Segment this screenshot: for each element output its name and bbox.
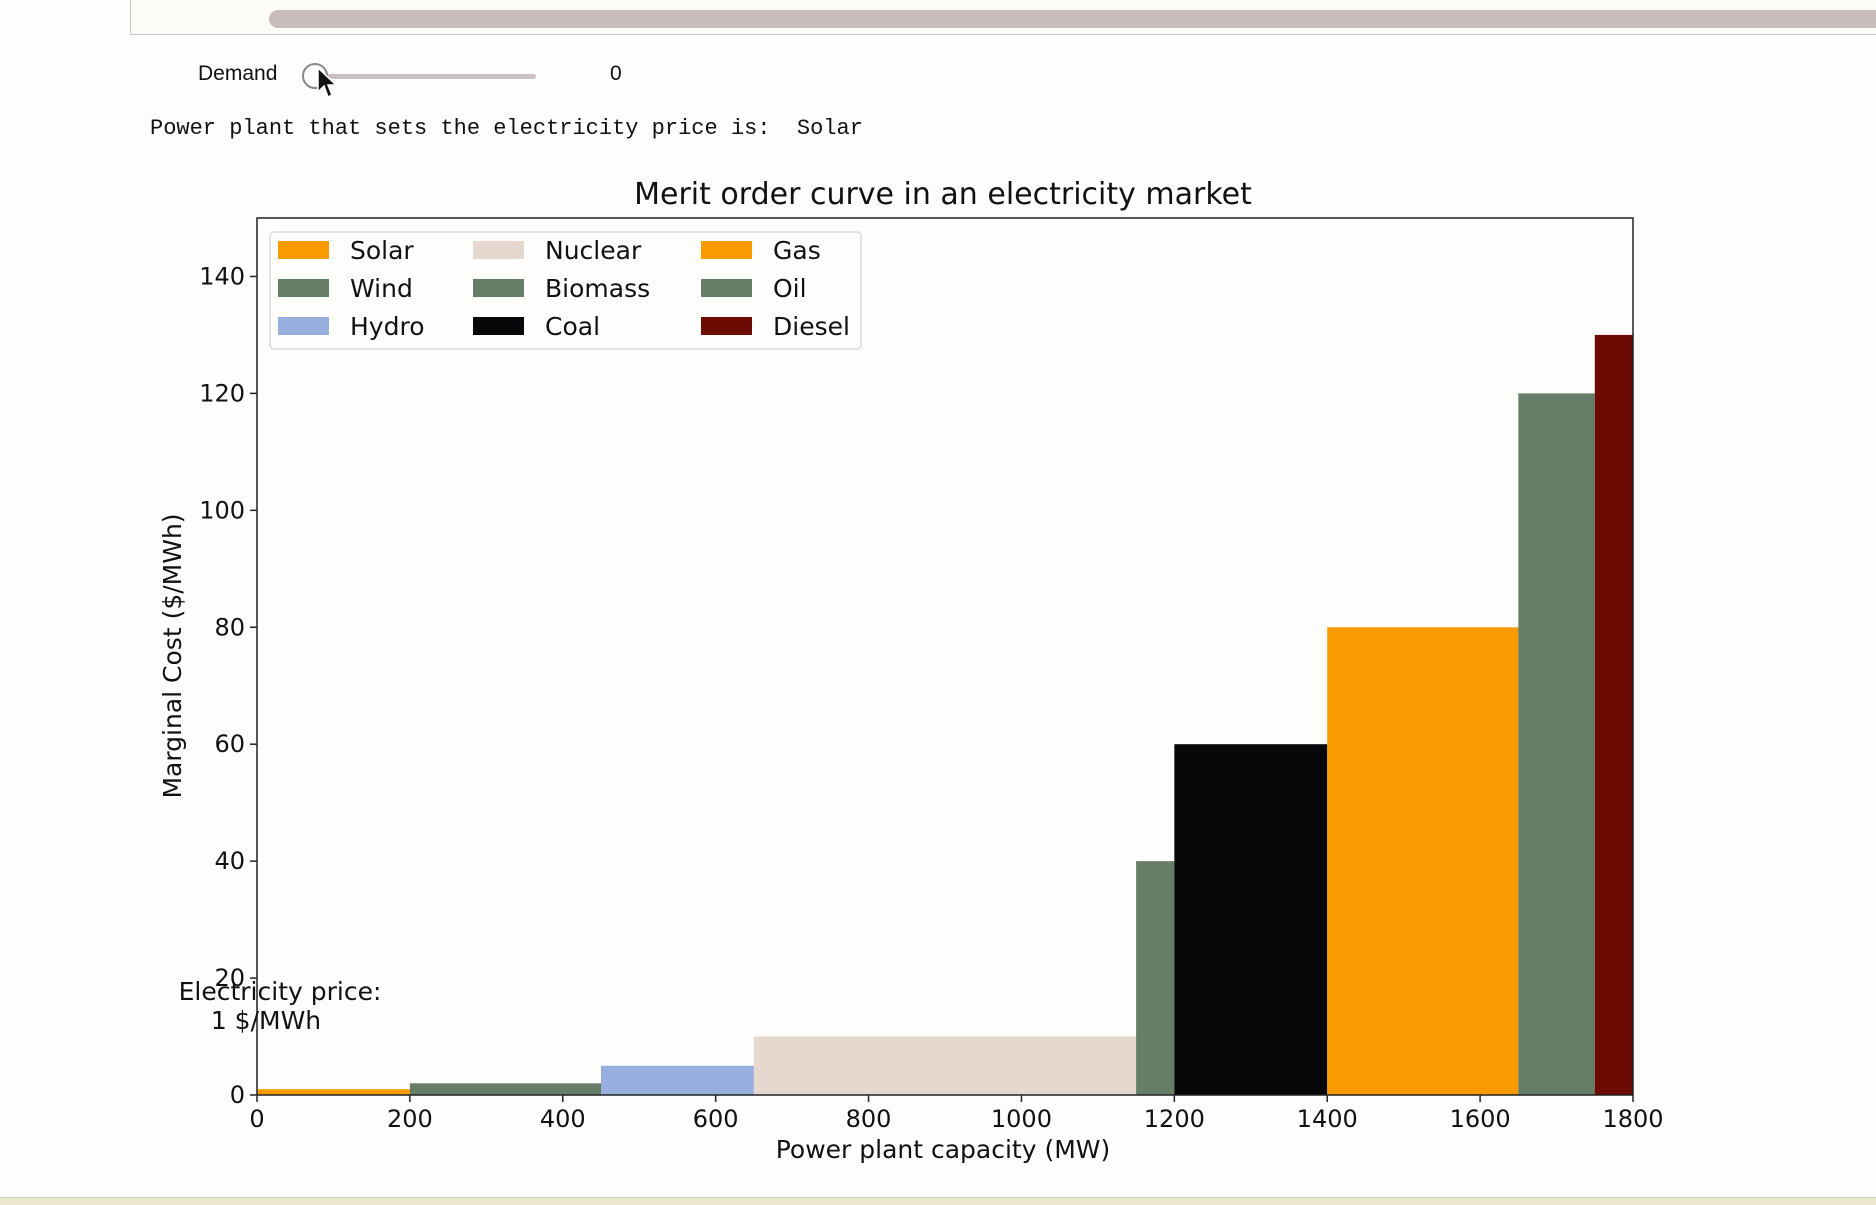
y-tick-label: 60 [214, 730, 245, 758]
x-tick-label: 1200 [1144, 1105, 1205, 1133]
legend-swatch-nuclear [473, 241, 524, 259]
legend-label-gas: Gas [773, 236, 821, 265]
bar-hydro [601, 1065, 754, 1095]
price-annotation-line1: Electricity price: [179, 977, 382, 1006]
price-setter-output: Power plant that sets the electricity pr… [150, 116, 863, 141]
output-frame [130, 0, 1876, 35]
legend-swatch-gas [701, 241, 752, 259]
x-tick-label: 1000 [991, 1105, 1052, 1133]
legend-label-hydro: Hydro [350, 312, 425, 341]
y-tick-label: 100 [199, 496, 245, 524]
legend-swatch-hydro [278, 317, 329, 335]
y-tick-label: 20 [214, 964, 245, 992]
y-tick-label: 120 [199, 379, 245, 407]
bar-gas [1327, 627, 1519, 1095]
demand-value: 0 [610, 62, 622, 85]
price-setter-prefix: Power plant that sets the electricity pr… [150, 116, 771, 141]
plot-area-frame [256, 217, 1634, 1096]
x-tick-label: 1800 [1602, 1105, 1663, 1133]
legend-label-solar: Solar [350, 236, 414, 265]
x-tick-label: 200 [387, 1105, 433, 1133]
legend-label-nuclear: Nuclear [545, 236, 642, 265]
x-tick-label: 800 [846, 1105, 892, 1133]
chart-legend: Solar Wind Hydro Nuclear Biomass Coal Gas Oil Di… [269, 231, 862, 350]
bar-coal [1174, 744, 1328, 1095]
bar-biomass [1136, 861, 1175, 1095]
legend-label-oil: Oil [773, 274, 807, 303]
y-tick-label: 80 [214, 613, 245, 641]
y-tick-label: 0 [230, 1081, 245, 1109]
bar-solar [257, 1089, 410, 1095]
bar-oil [1518, 393, 1595, 1095]
bar-nuclear [753, 1036, 1137, 1095]
legend-label-wind: Wind [350, 274, 413, 303]
demand-label: Demand [198, 62, 278, 85]
mouse-pointer-icon [317, 66, 338, 99]
x-tick-label: 400 [540, 1105, 586, 1133]
legend-swatch-wind [278, 279, 329, 297]
bar-wind [409, 1083, 601, 1095]
horizontal-scrollbar[interactable] [269, 10, 1876, 28]
legend-swatch-diesel [701, 317, 752, 335]
y-tick-label: 40 [214, 847, 245, 875]
x-tick-label: 1400 [1297, 1105, 1358, 1133]
legend-swatch-coal [473, 317, 524, 335]
demand-slider-track[interactable] [317, 74, 536, 79]
legend-swatch-biomass [473, 279, 524, 297]
price-annotation-line2: 1 $/MWh [211, 1006, 321, 1035]
x-tick-label: 600 [693, 1105, 739, 1133]
y-tick-label: 140 [199, 262, 245, 290]
legend-label-coal: Coal [545, 312, 600, 341]
legend-label-diesel: Diesel [773, 312, 850, 341]
x-tick-label: 1600 [1450, 1105, 1511, 1133]
chart-title: Merit order curve in an electricity mark… [634, 177, 1252, 212]
price-setter-name: Solar [796, 116, 863, 141]
x-tick-label: 0 [249, 1105, 264, 1133]
bar-diesel [1594, 334, 1633, 1095]
legend-swatch-solar [278, 241, 329, 259]
notebook-bottom-border [0, 1197, 1876, 1205]
legend-swatch-oil [701, 279, 752, 297]
legend-label-biomass: Biomass [545, 274, 650, 303]
y-axis-label: Marginal Cost ($/MWh) [158, 513, 187, 798]
x-axis-label: Power plant capacity (MW) [776, 1135, 1111, 1164]
